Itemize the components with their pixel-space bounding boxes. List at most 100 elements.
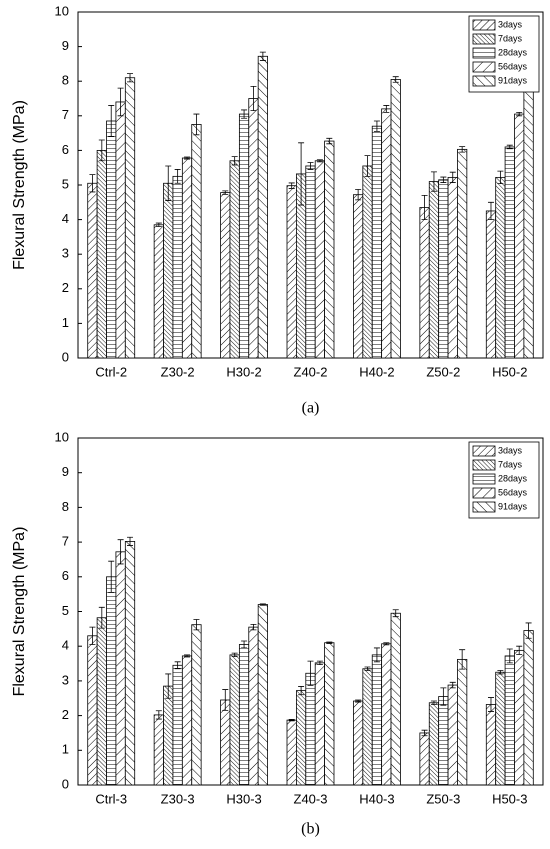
caption: (b)	[301, 821, 320, 838]
legend-label: 7days	[498, 33, 523, 43]
error-bar	[392, 609, 399, 618]
error-bar	[241, 640, 248, 649]
legend-label: 91days	[498, 501, 528, 511]
bar	[485, 704, 497, 786]
bar	[495, 671, 506, 786]
y-axis-label: Flexural Strength (MPa)	[11, 527, 28, 697]
bar	[504, 655, 515, 786]
legend-swatch	[472, 473, 496, 485]
bar	[438, 696, 449, 786]
error-bar	[392, 76, 399, 83]
bar	[153, 714, 164, 786]
bar	[220, 192, 231, 359]
bar	[314, 662, 326, 786]
bar	[257, 604, 268, 786]
bar	[457, 658, 468, 786]
error-bar	[487, 697, 494, 712]
bar	[153, 224, 164, 359]
x-tick-label: Z40-3	[294, 791, 328, 806]
legend-swatch	[472, 501, 496, 513]
bar	[371, 654, 383, 786]
legend-swatch	[472, 47, 496, 59]
bar	[371, 125, 383, 359]
y-tick-label: 2	[62, 280, 69, 295]
error-bar	[108, 560, 115, 593]
error-bar	[155, 222, 162, 227]
bar	[362, 668, 373, 786]
y-tick-label: 6	[62, 142, 69, 157]
error-bar	[127, 73, 134, 83]
error-bar	[222, 190, 229, 195]
bar	[381, 643, 392, 786]
error-bar	[231, 156, 238, 166]
bar	[181, 157, 193, 359]
bar	[353, 194, 364, 359]
error-bar	[89, 626, 96, 645]
error-bar	[459, 146, 466, 153]
bar	[447, 176, 458, 359]
y-tick-label: 3	[62, 246, 69, 261]
y-tick-label: 8	[62, 499, 69, 514]
error-bar	[497, 670, 504, 675]
x-tick-label: H40-3	[359, 791, 394, 806]
bar	[191, 124, 202, 359]
bar	[248, 98, 259, 359]
x-tick-label: H50-2	[492, 364, 527, 379]
x-tick-label: H40-2	[359, 364, 394, 379]
error-bar	[250, 623, 257, 631]
error-bar	[516, 111, 523, 117]
error-bar	[430, 700, 437, 705]
error-bar	[184, 654, 191, 658]
y-tick-label: 0	[62, 349, 69, 364]
error-bar	[174, 169, 181, 184]
error-bar	[241, 109, 248, 119]
error-bar	[307, 162, 314, 170]
y-tick-label: 7	[62, 107, 69, 122]
bar	[495, 176, 506, 359]
error-bar	[516, 645, 523, 655]
bar	[238, 113, 250, 359]
bar	[286, 719, 297, 786]
error-bar	[487, 201, 494, 220]
x-tick-label: Z30-2	[161, 364, 195, 379]
error-bar	[383, 642, 390, 646]
x-tick-label: Ctrl-2	[95, 364, 127, 379]
bar	[428, 181, 440, 359]
y-tick-label: 6	[62, 568, 69, 583]
bar	[163, 182, 174, 359]
bar	[523, 630, 534, 786]
bar	[324, 642, 335, 786]
error-bar	[165, 673, 172, 699]
error-bar	[193, 619, 200, 631]
x-tick-label: Z50-3	[426, 791, 460, 806]
error-bar	[259, 603, 266, 606]
bar	[353, 700, 364, 786]
legend-label: 28days	[498, 47, 528, 57]
y-tick-label: 4	[62, 638, 69, 653]
bar	[238, 644, 250, 786]
error-bar	[250, 85, 257, 112]
error-bar	[174, 661, 181, 670]
legend-label: 56days	[498, 61, 528, 71]
error-bar	[355, 189, 362, 201]
y-tick-label: 7	[62, 534, 69, 549]
error-bar	[117, 87, 124, 117]
y-tick-label: 9	[62, 464, 69, 479]
error-bar	[373, 120, 380, 132]
bar	[419, 732, 430, 786]
error-bar	[98, 606, 105, 629]
x-tick-label: Z40-2	[294, 364, 328, 379]
error-bar	[449, 171, 456, 183]
error-bar	[298, 142, 305, 206]
bar	[248, 626, 259, 786]
x-tick-label: H30-2	[226, 364, 261, 379]
bar	[305, 165, 316, 359]
legend-label: 3days	[498, 445, 523, 455]
bar	[87, 182, 98, 359]
x-tick-label: Ctrl-3	[95, 791, 127, 806]
error-bar	[231, 652, 238, 658]
error-bar	[364, 155, 371, 177]
error-bar	[421, 194, 428, 220]
legend-label: 56days	[498, 487, 528, 497]
